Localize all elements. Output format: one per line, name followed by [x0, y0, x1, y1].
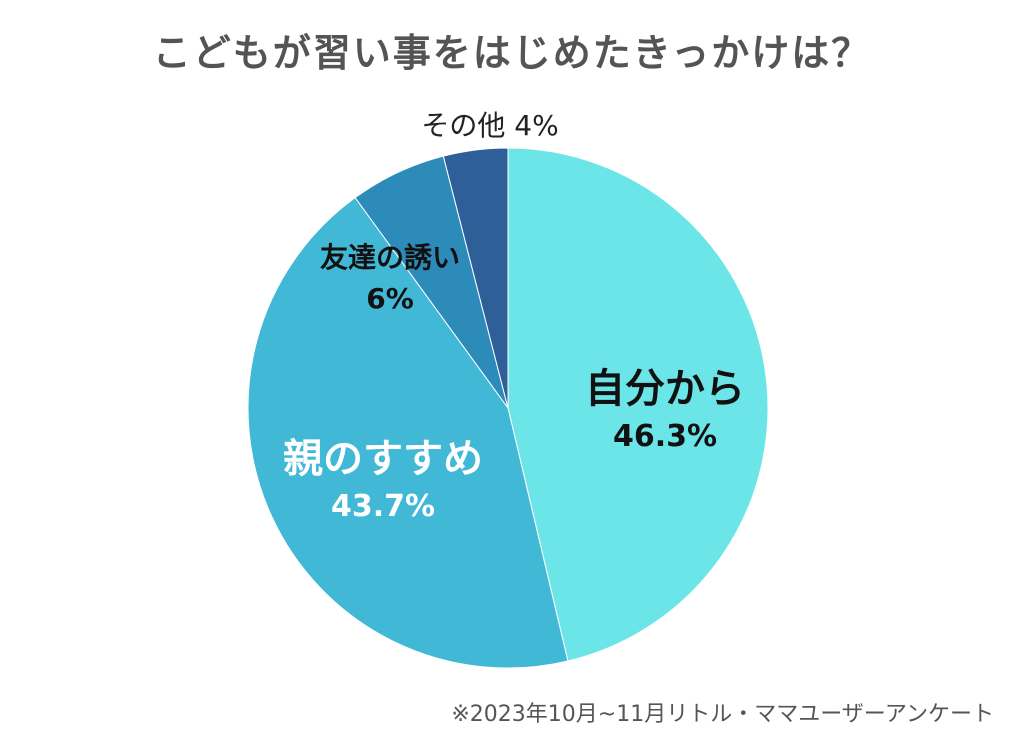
- slice-jibun: [507, 147, 769, 662]
- chart-title: こどもが習い事をはじめたきっかけは？: [152, 31, 872, 75]
- slice-name: 親のすすめ: [283, 436, 483, 482]
- slice-oya: [247, 196, 569, 669]
- slice-percent: 6%: [366, 282, 414, 315]
- slice-label-tomodachi: 友達の誘い 6%: [300, 240, 480, 316]
- slice-percent: 43.7%: [330, 489, 436, 524]
- slice-percent: 46.3%: [612, 419, 718, 454]
- slice-label-jibun: 自分から 46.3%: [555, 364, 775, 456]
- slice-label-oya: 親のすすめ 43.7%: [268, 434, 498, 526]
- slice-sonota: [442, 147, 509, 409]
- source-footnote: ※2023年10月~11月リトル・ママユーザーアンケート: [451, 702, 994, 727]
- slice-name: その他: [421, 109, 506, 142]
- slice-percent: 4%: [514, 109, 559, 142]
- slice-label-sonota: その他 4%: [380, 108, 600, 143]
- slice-name: 自分から: [585, 366, 745, 412]
- slice-name: 友達の誘い: [319, 241, 460, 274]
